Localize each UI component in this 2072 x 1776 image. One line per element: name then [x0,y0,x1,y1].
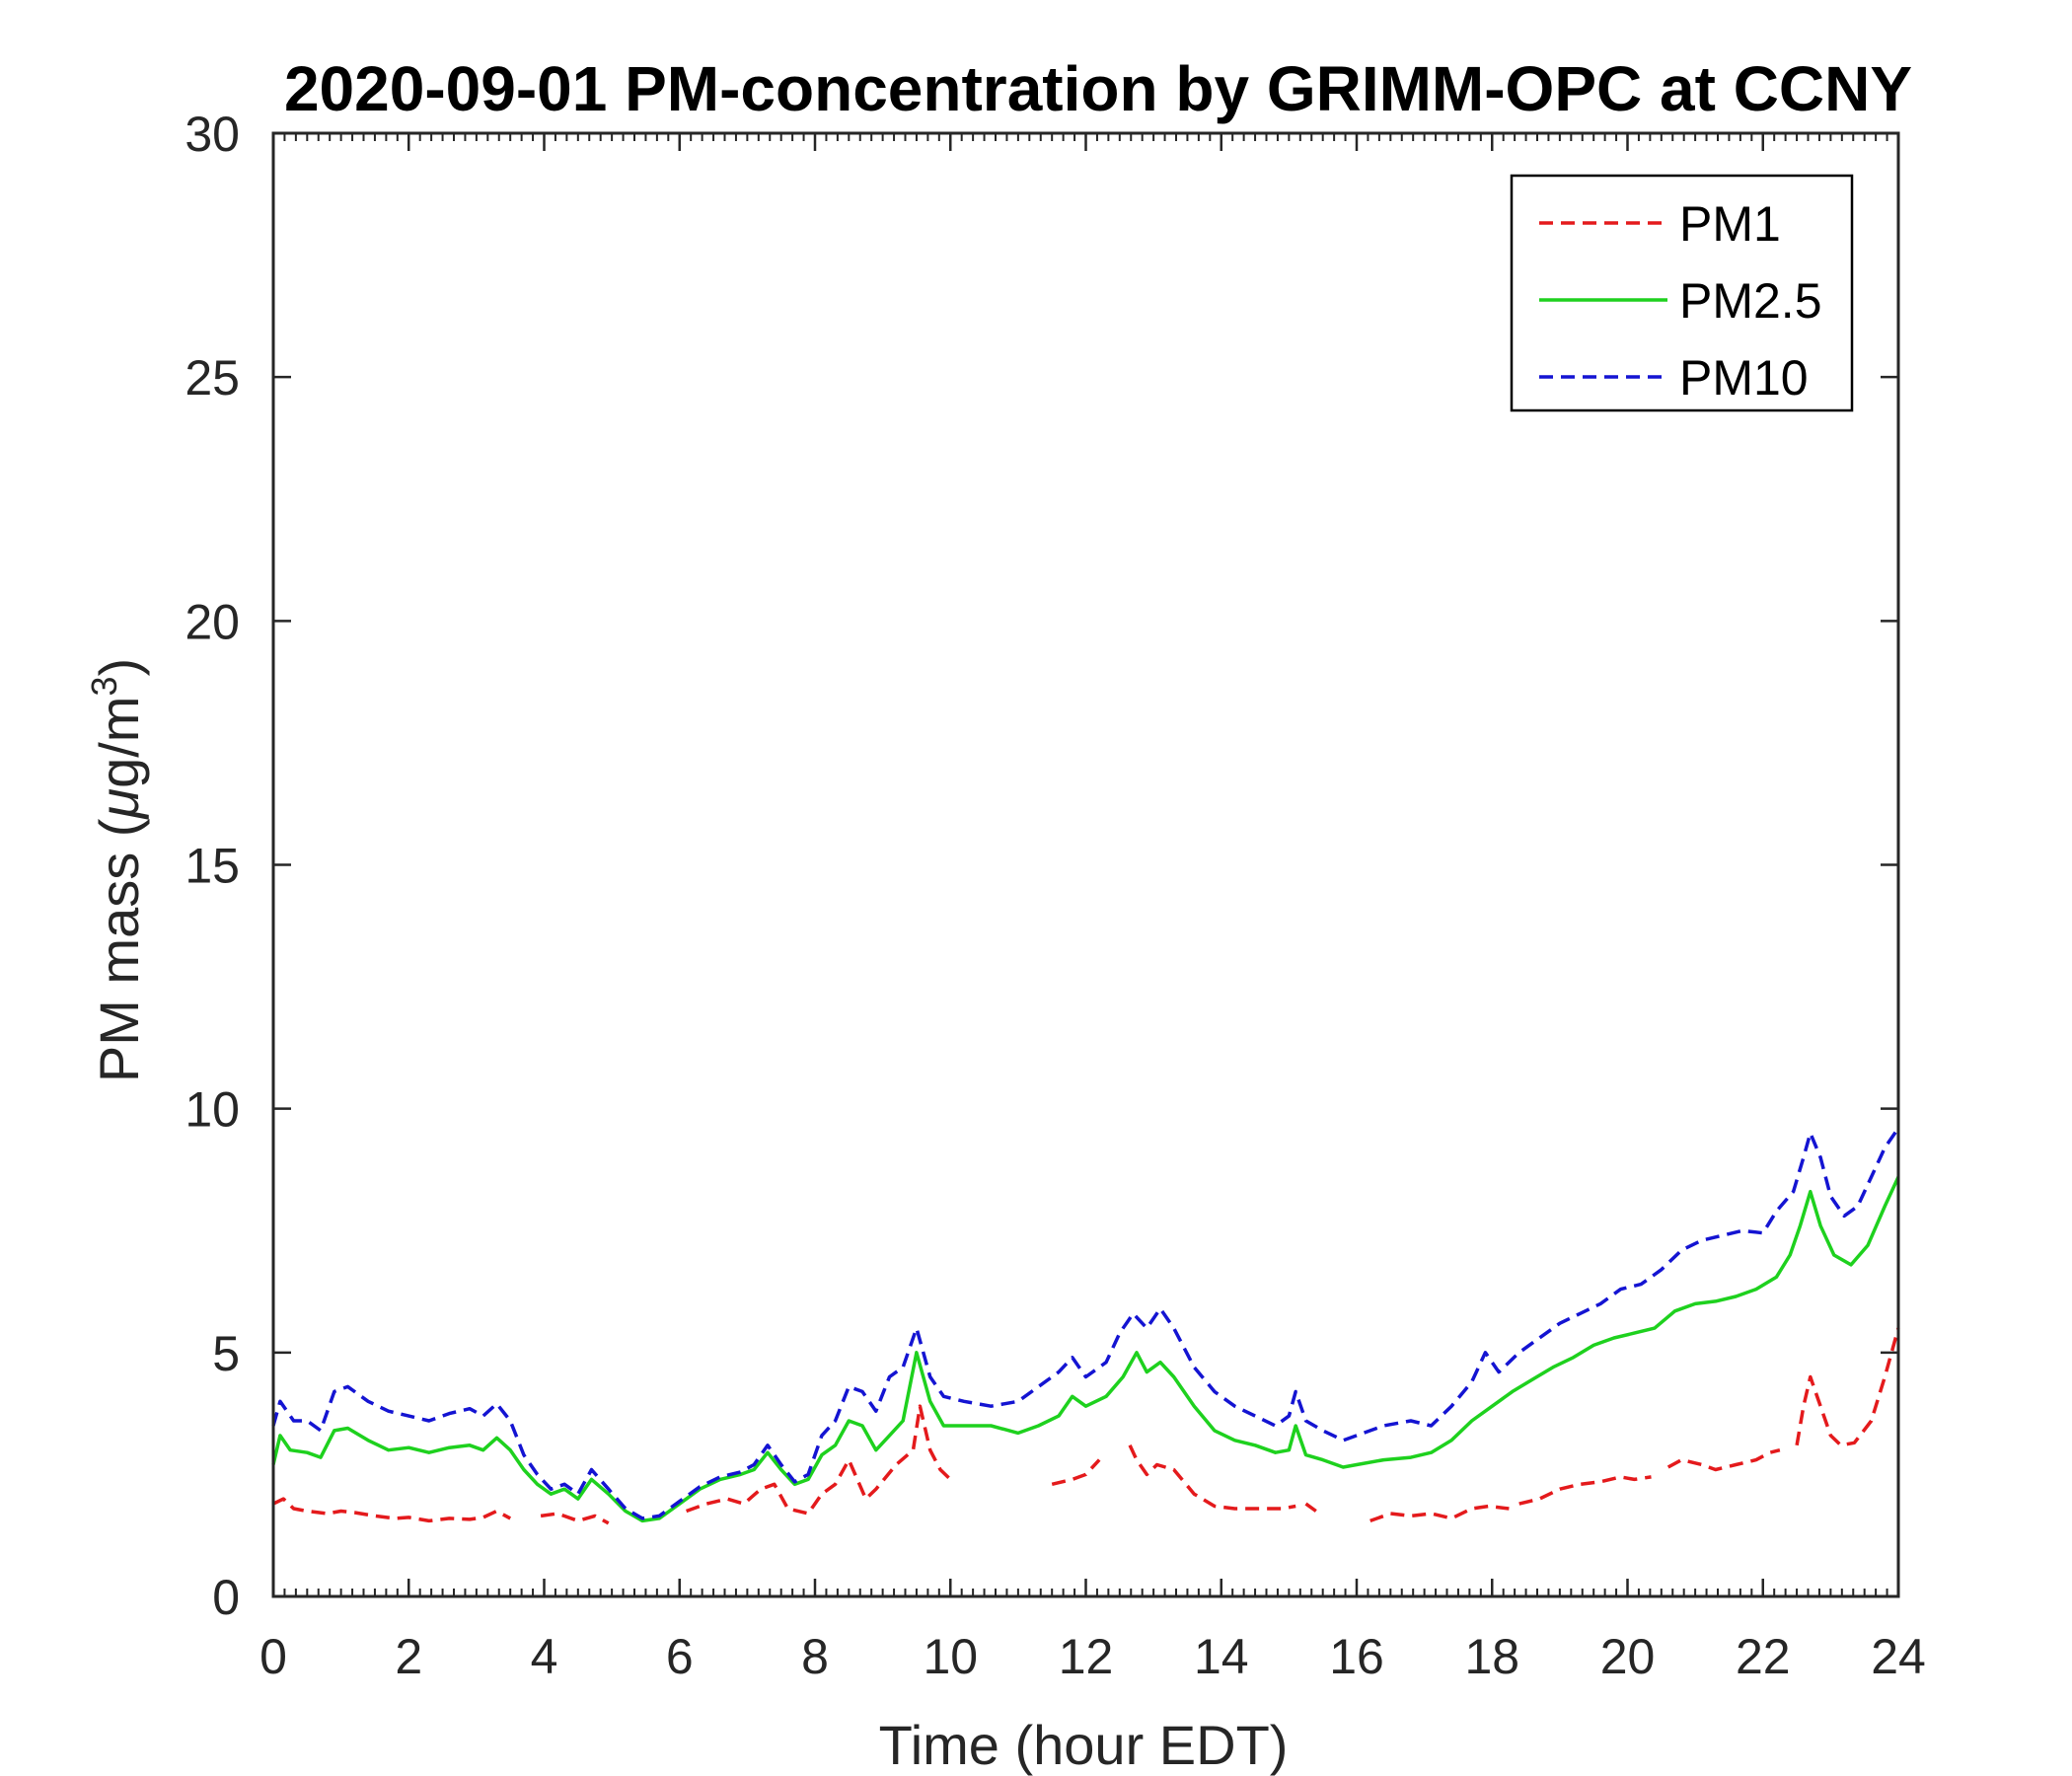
x-tick-label: 10 [923,1629,978,1684]
y-axis-label-mu: μ [88,788,150,821]
x-tick-label: 12 [1059,1629,1114,1684]
x-tick-label: 4 [531,1629,558,1684]
series-line-segment [1128,1444,1296,1511]
y-axis-label-mid: g/m [88,697,150,788]
y-axis-label: PM mass (μg/m3) [84,658,150,1082]
series-line-segment [1666,1447,1781,1472]
x-tick-label: 24 [1871,1629,1926,1684]
series-line-segment [1051,1458,1101,1487]
legend-label: PM10 [1679,350,1809,406]
series-layer [271,1127,1900,1525]
chart-title: 2020-09-01 PM-concentration by GRIMM-OPC… [284,53,1912,124]
series-line-segment [271,1127,1900,1520]
x-tick-label: 22 [1736,1629,1791,1684]
legend-label: PM2.5 [1679,273,1822,329]
series-pm1 [272,1327,1900,1525]
series-line-segment [1795,1327,1900,1447]
x-tick-label: 18 [1464,1629,1519,1684]
series-pm10 [271,1127,1900,1520]
x-tick-label: 14 [1194,1629,1249,1684]
series-line-segment [540,1512,610,1525]
y-axis-label-sup: 3 [84,677,124,697]
y-tick-label: 20 [185,594,240,649]
series-pm2-5 [271,1176,1900,1523]
x-tick-label: 8 [801,1629,829,1684]
x-tick-label: 6 [666,1629,694,1684]
series-line-segment [1518,1475,1652,1506]
y-tick-label: 10 [185,1082,240,1138]
x-tick-label: 20 [1600,1629,1656,1684]
series-line-segment [1304,1502,1317,1513]
x-tick-label: 16 [1329,1629,1384,1684]
series-line-segment [1369,1504,1510,1523]
series-line-segment [272,1497,512,1523]
y-axis-label-pre: PM mass ( [88,818,150,1082]
legend-box [1510,174,1854,412]
y-tick-label: 0 [212,1570,240,1625]
y-axis-label-post: ) [88,658,150,677]
series-line-segment [686,1404,952,1516]
x-tick-label: 2 [395,1629,422,1684]
legend: PM1 PM2.5 PM10 [1510,174,1854,412]
y-tick-label: 15 [185,839,240,894]
y-tick-label: 5 [212,1326,240,1381]
y-tick-label: 25 [185,350,240,406]
series-line-segment [271,1176,1900,1523]
x-axis-label: Time (hour EDT) [879,1714,1289,1776]
x-tick-label: 0 [259,1629,287,1684]
y-tick-label: 30 [185,107,240,162]
legend-label: PM1 [1679,196,1781,252]
